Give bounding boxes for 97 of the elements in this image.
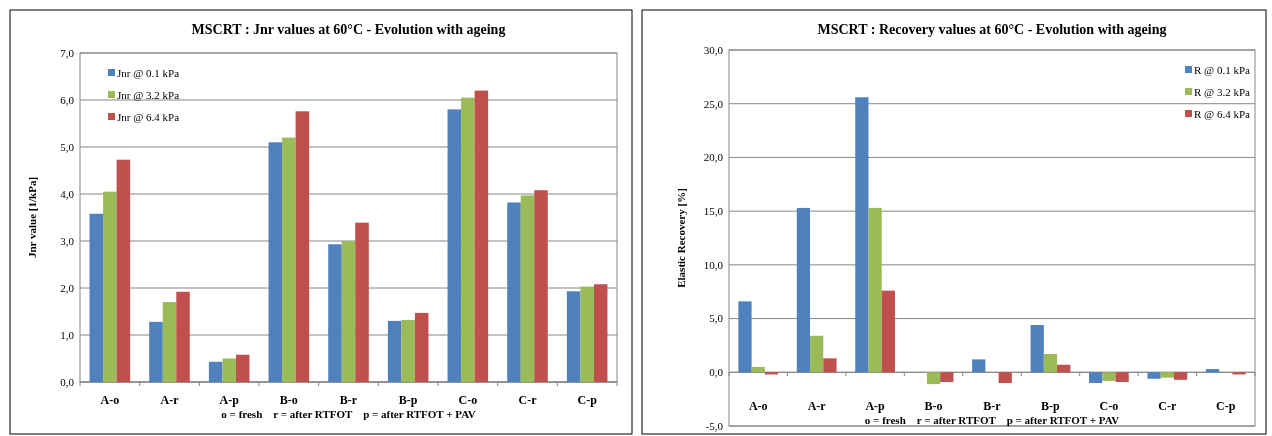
y-tick-label: 30,0 [703, 43, 724, 56]
x-tick-label: A-r [807, 399, 827, 413]
x-tick-label: C-p [1216, 399, 1236, 413]
bar [235, 354, 250, 382]
bar [328, 244, 342, 382]
x-tick-label: A-r [160, 393, 180, 407]
bar [1147, 372, 1161, 379]
bar [103, 191, 117, 382]
bar [222, 358, 236, 382]
bar [1102, 372, 1116, 381]
bar [796, 207, 811, 373]
bar [387, 320, 402, 382]
y-tick-label: 20,0 [703, 151, 724, 164]
bar [972, 359, 986, 373]
x-tick-label: B-o [924, 399, 943, 413]
y-tick-label: 4,0 [60, 187, 75, 200]
bar [341, 241, 356, 382]
y-tick-label: 2,0 [60, 281, 75, 294]
bar [295, 111, 310, 382]
bar [593, 284, 608, 382]
y-tick-label: -5,0 [705, 419, 724, 432]
x-tick-label: C-o [1099, 399, 1119, 413]
legend-label: R @ 3.2 kPa [1194, 85, 1251, 98]
y-tick-label: 1,0 [60, 328, 75, 341]
bar [926, 372, 941, 385]
x-tick-label: C-o [458, 393, 478, 407]
bar [810, 335, 824, 373]
bar [998, 372, 1012, 384]
bar [1232, 372, 1246, 375]
bar [520, 195, 535, 382]
bar [1089, 372, 1103, 384]
annotation: o = fresh r = after RTFOT p = after RTFOT + PAV [864, 414, 1120, 426]
bar [855, 97, 869, 373]
y-axis-title: Elastic Recovery [%] [675, 188, 687, 288]
bar [282, 137, 296, 382]
bar [823, 358, 837, 373]
y-tick-label: 25,0 [703, 97, 724, 110]
y-tick-label: 5,0 [60, 140, 75, 153]
y-tick-label: 5,0 [709, 312, 724, 325]
x-tick-label: A-p [219, 393, 240, 407]
bar [1205, 369, 1220, 373]
bar [1160, 372, 1174, 378]
legend-label: Jnr @ 6.4 kPa [117, 110, 180, 123]
legend-label: Jnr @ 0.1 kPa [117, 66, 180, 79]
y-tick-label: 3,0 [60, 234, 75, 247]
bar [738, 301, 752, 373]
text: o = fresh r = after RTFOT p = after RTFOT + PAV [221, 408, 476, 420]
y-tick-label: 15,0 [703, 204, 724, 217]
bar [881, 290, 895, 373]
legend-label: R @ 0.1 kPa [1194, 63, 1251, 76]
y-tick-label: 0,0 [709, 366, 724, 379]
x-tick-label: A-o [100, 393, 120, 407]
bar [751, 366, 765, 373]
y-axis-title: Jnr value [1/kPa] [26, 176, 38, 259]
x-tick-label: C-r [1158, 399, 1177, 413]
bar [268, 142, 283, 382]
x-tick-label: B-p [1041, 399, 1061, 413]
x-tick-label: B-r [339, 393, 358, 407]
bar [580, 286, 594, 382]
bar [116, 159, 131, 382]
bar [355, 222, 369, 382]
bar [208, 361, 223, 382]
bar [149, 321, 163, 382]
bar [176, 291, 190, 382]
x-tick-label: B-o [279, 393, 298, 407]
bar [1043, 354, 1058, 373]
bar [507, 202, 521, 382]
bar [414, 312, 429, 382]
x-tick-label: B-p [398, 393, 418, 407]
x-tick-label: C-r [518, 393, 538, 407]
legend-label: R @ 6.4 kPa [1194, 107, 1251, 120]
bar [764, 372, 779, 375]
bar [1173, 372, 1188, 380]
bar [162, 302, 177, 382]
x-tick-label: A-p [865, 399, 886, 413]
bar [1057, 364, 1071, 373]
bar [474, 90, 489, 382]
chart-title: MSCRT : Recovery values at 60°C - Evolution with ageing [817, 22, 1167, 37]
y-tick-label: 7,0 [60, 46, 75, 59]
x-tick-label: C-p [577, 393, 598, 407]
bar [868, 207, 882, 373]
bar [401, 319, 415, 382]
bar [940, 372, 954, 382]
y-tick-label: 0,0 [60, 375, 75, 388]
x-tick-label: A-o [748, 399, 768, 413]
bar [1115, 372, 1129, 382]
chart-title: MSCRT : Jnr values at 60°C - Evolution with ageing [191, 22, 506, 37]
legend-label: Jnr @ 3.2 kPa [117, 88, 180, 101]
bar [461, 97, 475, 382]
bar [566, 291, 581, 382]
y-tick-label: 10,0 [703, 258, 724, 271]
bar [447, 109, 462, 382]
bar [89, 213, 104, 382]
y-tick-label: 6,0 [60, 93, 75, 106]
bar [1030, 325, 1044, 373]
bar [534, 190, 548, 382]
x-tick-label: B-r [983, 399, 1002, 413]
